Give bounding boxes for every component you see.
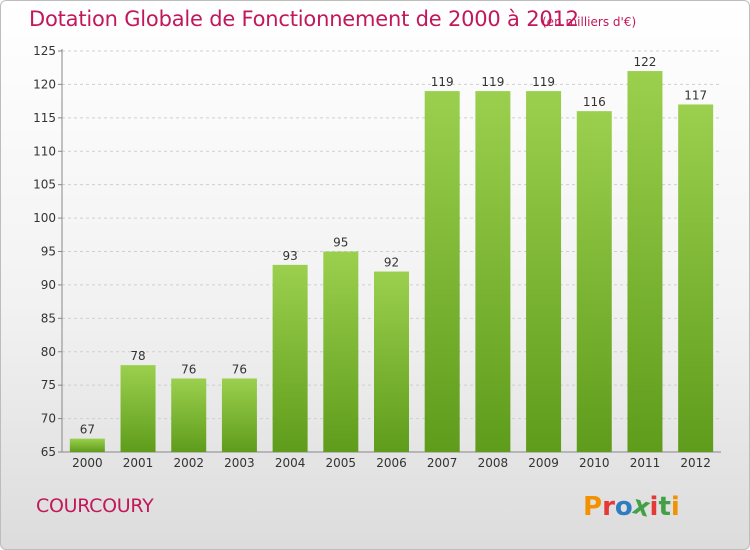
bar-value-label: 119 [481,75,504,89]
x-tick-label: 2003 [224,456,255,470]
x-tick-label: 2012 [680,456,711,470]
bar-value-label: 119 [532,75,555,89]
bar [475,91,511,452]
bar [424,91,460,452]
bar [374,271,409,452]
bar [272,264,308,452]
logo-letter: t [658,492,671,522]
x-tick-label: 2004 [275,456,306,470]
bar-value-label: 92 [384,256,399,270]
proxiti-logo: Proxiti [583,490,680,523]
x-tick-label: 2010 [579,456,610,470]
commune-name: COURCOURY [36,495,154,517]
x-tick-label: 2002 [173,456,204,470]
bar-value-label: 76 [181,362,196,376]
logo-letter: P [583,492,603,522]
bar [171,378,207,452]
x-tick-label: 2006 [376,456,407,470]
bar [221,378,257,452]
x-tick-label: 2007 [427,456,458,470]
bar [323,251,359,452]
bar [526,91,562,452]
unit-note: (en milliers d'€) [542,15,637,29]
y-tick-label: 95 [41,245,56,259]
y-tick-label: 65 [41,445,56,459]
y-tick-label: 110 [33,144,56,158]
bar [576,111,612,453]
x-tick-label: 2009 [528,456,559,470]
y-tick-label: 85 [41,311,56,325]
bar [627,71,663,453]
y-tick-label: 90 [41,278,56,292]
x-tick-label: 2000 [72,456,103,470]
bar-value-label: 93 [282,249,297,263]
bar-value-label: 78 [130,349,145,363]
y-tick-label: 70 [41,412,56,426]
bar-value-label: 95 [333,236,348,250]
y-tick-label: 75 [41,378,56,392]
logo-letter: r [602,492,615,522]
bar-value-label: 122 [634,55,657,69]
bar-value-label: 117 [684,88,707,102]
bar [678,104,714,452]
y-tick-label: 105 [33,178,56,192]
x-tick-label: 2001 [123,456,154,470]
x-tick-label: 2011 [630,456,661,470]
logo-letter: i [670,492,680,522]
y-tick-label: 125 [33,44,56,58]
logo-letter: o [614,492,633,522]
bar [120,365,156,452]
logo-letter: i [649,492,659,522]
y-tick-label: 115 [33,111,56,125]
x-tick-label: 2005 [326,456,357,470]
bar [69,438,105,452]
y-tick-label: 80 [41,345,56,359]
bar-value-label: 67 [80,423,95,437]
bar-value-label: 116 [583,95,606,109]
chart-title: Dotation Globale de Fonctionnement de 20… [29,7,579,31]
x-tick-label: 2008 [478,456,509,470]
bar-value-label: 76 [232,362,247,376]
bar-value-label: 119 [431,75,454,89]
y-tick-label: 120 [33,77,56,91]
y-tick-label: 100 [33,211,56,225]
